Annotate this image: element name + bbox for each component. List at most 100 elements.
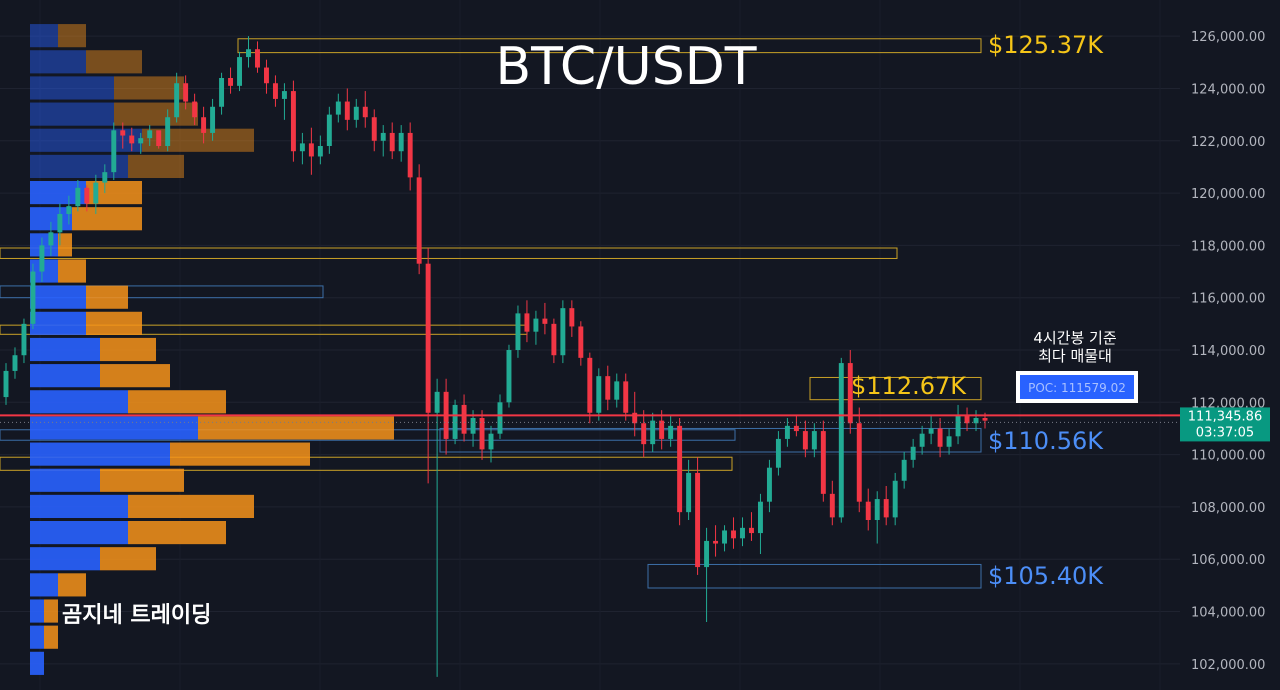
candle[interactable]	[156, 130, 162, 149]
candle[interactable]	[668, 415, 674, 447]
candle[interactable]	[659, 410, 665, 450]
candle[interactable]	[560, 300, 566, 364]
candlesticks[interactable]	[3, 36, 988, 677]
candle[interactable]	[775, 431, 781, 476]
candle[interactable]	[713, 525, 719, 557]
price-axis[interactable]: 126,000.00 124,000.00 122,000.00 120,000.00…	[1191, 30, 1265, 673]
candle[interactable]	[964, 407, 970, 432]
candle[interactable]	[246, 36, 251, 68]
candle[interactable]	[784, 418, 790, 447]
candle[interactable]	[632, 391, 638, 437]
candle[interactable]	[201, 106, 207, 144]
candle[interactable]	[542, 302, 548, 335]
candle[interactable]	[452, 399, 458, 445]
candle[interactable]	[704, 527, 710, 622]
candle[interactable]	[425, 248, 431, 484]
candle[interactable]	[335, 93, 341, 123]
candle[interactable]	[461, 394, 467, 442]
candle[interactable]	[3, 363, 9, 405]
candle[interactable]	[102, 164, 108, 194]
candle[interactable]	[255, 41, 260, 73]
candle[interactable]	[398, 125, 404, 162]
candle[interactable]	[407, 122, 413, 191]
candle[interactable]	[443, 378, 449, 455]
candle[interactable]	[120, 122, 126, 149]
candle[interactable]	[219, 72, 225, 115]
candle[interactable]	[910, 438, 916, 468]
candle[interactable]	[946, 428, 952, 455]
candle[interactable]	[596, 368, 602, 421]
candle[interactable]	[757, 493, 763, 554]
candle[interactable]	[281, 83, 287, 120]
candle[interactable]	[326, 106, 332, 154]
candle[interactable]	[210, 98, 216, 141]
candle[interactable]	[569, 300, 575, 337]
candle[interactable]	[183, 75, 189, 110]
candle[interactable]	[84, 185, 90, 212]
candle[interactable]	[731, 517, 736, 549]
candle[interactable]	[811, 423, 817, 458]
candle[interactable]	[847, 350, 853, 434]
candle[interactable]	[174, 72, 180, 123]
candle[interactable]	[138, 132, 144, 154]
candle[interactable]	[578, 321, 584, 366]
candle[interactable]	[497, 394, 503, 439]
candle[interactable]	[147, 125, 153, 146]
candle[interactable]	[416, 164, 422, 275]
candle[interactable]	[344, 88, 350, 131]
candle[interactable]	[524, 300, 530, 343]
candle[interactable]	[66, 195, 72, 225]
candle[interactable]	[901, 452, 907, 489]
candle[interactable]	[299, 132, 305, 165]
candle[interactable]	[75, 180, 81, 212]
candle[interactable]	[308, 127, 314, 175]
candle[interactable]	[973, 410, 979, 432]
candle[interactable]	[111, 122, 117, 180]
candle[interactable]	[515, 305, 521, 358]
candle[interactable]	[506, 344, 512, 408]
candle[interactable]	[362, 91, 368, 128]
candle[interactable]	[129, 127, 135, 152]
candle[interactable]	[856, 407, 862, 513]
candle[interactable]	[371, 109, 377, 152]
candle[interactable]	[479, 410, 485, 460]
candle[interactable]	[820, 420, 826, 502]
candle[interactable]	[93, 174, 99, 214]
candle[interactable]	[488, 425, 494, 463]
candle[interactable]	[766, 459, 772, 513]
candle[interactable]	[533, 310, 539, 345]
candle[interactable]	[290, 80, 296, 162]
candle[interactable]	[57, 203, 63, 246]
candle[interactable]	[614, 373, 620, 408]
candle[interactable]	[802, 420, 808, 458]
candle[interactable]	[551, 318, 557, 364]
candle[interactable]	[955, 404, 961, 445]
candle[interactable]	[39, 237, 45, 282]
candle[interactable]	[605, 365, 611, 411]
candle[interactable]	[317, 135, 323, 165]
candle[interactable]	[650, 412, 656, 452]
candle[interactable]	[48, 221, 54, 256]
candle[interactable]	[928, 415, 934, 445]
candle[interactable]	[263, 59, 269, 94]
candle[interactable]	[192, 93, 198, 126]
candle[interactable]	[641, 410, 647, 458]
candle[interactable]	[874, 491, 880, 544]
candle[interactable]	[272, 75, 278, 107]
candle[interactable]	[12, 347, 18, 379]
candle[interactable]	[919, 425, 925, 455]
candle[interactable]	[434, 378, 440, 677]
candle[interactable]	[829, 480, 835, 526]
candle[interactable]	[677, 418, 683, 526]
candle[interactable]	[695, 457, 701, 575]
candle[interactable]	[30, 263, 36, 330]
candle[interactable]	[353, 98, 359, 128]
candle[interactable]	[228, 67, 234, 94]
candle[interactable]	[883, 486, 889, 526]
candle[interactable]	[749, 512, 754, 541]
candle[interactable]	[722, 525, 728, 552]
candle[interactable]	[623, 373, 629, 421]
candle[interactable]	[892, 472, 898, 526]
